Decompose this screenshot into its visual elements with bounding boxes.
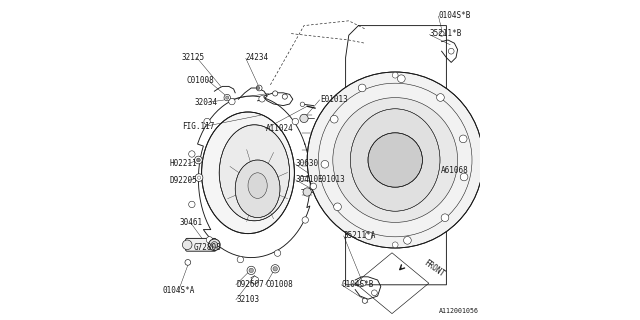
Text: 0104S*A: 0104S*A (163, 286, 195, 295)
Ellipse shape (351, 109, 440, 211)
Text: C01008: C01008 (187, 76, 214, 84)
Circle shape (211, 242, 218, 248)
Text: A61068: A61068 (441, 166, 468, 175)
Circle shape (392, 242, 398, 248)
Text: D92205: D92205 (170, 176, 197, 185)
Circle shape (365, 232, 372, 239)
Circle shape (271, 265, 280, 273)
Text: C01008: C01008 (266, 280, 293, 289)
Circle shape (333, 203, 341, 211)
Circle shape (441, 214, 449, 221)
Circle shape (206, 237, 212, 243)
Circle shape (307, 72, 483, 248)
Text: A112001056: A112001056 (438, 308, 479, 314)
Text: E01013: E01013 (317, 175, 344, 184)
Circle shape (371, 290, 378, 296)
Ellipse shape (219, 125, 289, 221)
Circle shape (333, 98, 458, 222)
Circle shape (195, 156, 202, 164)
Text: E01013: E01013 (320, 95, 348, 104)
Circle shape (300, 114, 308, 123)
Circle shape (362, 298, 367, 303)
Text: FRONT: FRONT (422, 259, 447, 279)
FancyBboxPatch shape (186, 238, 216, 251)
Circle shape (249, 268, 253, 273)
Circle shape (204, 118, 211, 125)
Circle shape (224, 94, 230, 101)
Text: D92607: D92607 (236, 280, 264, 289)
Text: 32034: 32034 (195, 98, 218, 107)
Circle shape (404, 236, 412, 244)
Text: 24234: 24234 (246, 53, 269, 62)
Text: 32125: 32125 (182, 53, 205, 62)
Circle shape (237, 256, 244, 263)
Text: G72808: G72808 (193, 243, 221, 252)
Circle shape (321, 160, 329, 168)
Circle shape (189, 151, 195, 157)
Circle shape (368, 133, 422, 187)
Circle shape (330, 116, 338, 123)
Text: FIG.117: FIG.117 (182, 122, 215, 131)
Circle shape (275, 250, 281, 256)
Circle shape (196, 158, 200, 162)
Circle shape (256, 85, 262, 91)
Circle shape (358, 84, 366, 92)
Circle shape (310, 183, 317, 189)
Circle shape (282, 94, 287, 99)
Circle shape (273, 267, 278, 271)
Circle shape (292, 118, 298, 125)
Circle shape (182, 240, 192, 250)
Circle shape (397, 75, 405, 83)
Circle shape (185, 260, 191, 265)
Ellipse shape (236, 160, 280, 218)
Circle shape (392, 72, 398, 78)
Circle shape (228, 98, 235, 105)
Text: 0104S*B: 0104S*B (342, 280, 374, 289)
Circle shape (460, 135, 467, 143)
Circle shape (195, 174, 203, 181)
Text: 35211*A: 35211*A (344, 231, 376, 240)
Circle shape (300, 102, 305, 107)
Circle shape (448, 48, 454, 54)
Circle shape (247, 266, 255, 275)
Circle shape (259, 96, 265, 102)
Circle shape (226, 96, 229, 99)
Circle shape (436, 94, 444, 101)
Text: 32103: 32103 (236, 295, 259, 304)
Text: 30461: 30461 (179, 218, 202, 227)
Circle shape (257, 86, 260, 90)
Text: 0104S*B: 0104S*B (438, 11, 471, 20)
Circle shape (273, 91, 278, 96)
Ellipse shape (248, 173, 268, 198)
Circle shape (209, 239, 220, 251)
Text: H02211: H02211 (170, 159, 197, 168)
Text: 30630: 30630 (296, 159, 319, 168)
Text: 35211*B: 35211*B (429, 29, 462, 38)
Circle shape (189, 201, 195, 208)
Text: 30410: 30410 (296, 175, 319, 184)
Circle shape (439, 31, 444, 36)
Text: A11024: A11024 (266, 124, 293, 132)
Circle shape (360, 280, 366, 286)
Ellipse shape (202, 112, 294, 234)
Circle shape (303, 188, 312, 196)
Circle shape (302, 217, 308, 223)
Circle shape (460, 173, 468, 181)
